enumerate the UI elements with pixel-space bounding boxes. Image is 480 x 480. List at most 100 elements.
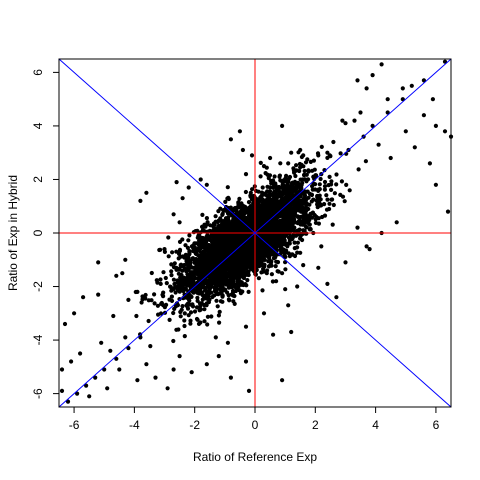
data-point [287,211,292,216]
data-point [225,238,230,244]
data-point [144,362,149,367]
data-point [329,179,334,184]
data-point [202,222,207,227]
data-point [203,279,208,284]
data-point [171,265,177,270]
data-point [267,224,272,229]
data-point [144,190,149,195]
data-point [199,250,204,255]
data-point [403,129,408,134]
data-point [310,187,315,192]
data-point [149,270,154,276]
data-point [262,257,267,262]
data-point [256,189,261,194]
data-point [286,303,291,308]
data-point [170,250,175,255]
data-point [216,253,221,258]
data-point [394,220,399,225]
data-point [246,200,252,205]
data-point [180,254,185,259]
data-point [220,294,225,299]
data-point [228,266,233,271]
data-point [207,250,212,256]
data-point [214,230,219,235]
data-point [242,233,247,238]
data-point [276,214,281,219]
data-point [273,237,278,242]
data-point [212,243,217,248]
data-point [177,220,182,225]
data-point [155,303,160,308]
data-point [171,212,176,217]
data-point [277,173,282,178]
data-point [216,313,221,318]
data-points [59,59,454,404]
data-point [165,386,170,391]
data-point [250,216,255,221]
data-point [325,155,330,160]
data-point [220,263,225,268]
data-point [231,236,236,242]
data-point [213,236,218,242]
data-point [427,161,432,166]
data-point [338,151,343,156]
data-point [261,241,266,246]
data-point [195,295,200,300]
data-point [265,268,270,273]
data-point [237,196,242,201]
y-tick-label: 4 [31,122,45,129]
data-point [260,288,265,293]
data-point [269,259,274,264]
data-point [331,202,336,208]
data-point [213,214,218,219]
data-point [331,139,336,145]
data-point [182,318,187,323]
data-point [238,231,243,236]
data-point [72,311,77,316]
data-point [182,323,187,329]
data-point [192,309,198,314]
data-point [237,288,242,293]
data-point [180,196,185,201]
data-point [237,129,242,134]
data-point [178,309,183,315]
data-point [188,310,194,315]
x-tick-label: -4 [129,418,140,432]
data-point [317,187,322,192]
data-point [243,324,249,329]
data-point [316,265,321,270]
data-point [96,292,101,297]
data-point [344,182,349,187]
data-point [235,234,240,239]
data-point [162,305,167,310]
data-point [189,370,194,375]
x-tick-label: 4 [372,418,379,432]
data-point [194,305,200,310]
data-point [182,311,187,316]
data-point [400,86,405,91]
data-point [214,298,219,303]
data-point [215,272,220,277]
data-point [78,351,83,356]
data-point [153,375,158,380]
data-point [268,203,273,208]
data-point [75,391,80,396]
data-point [270,279,275,284]
data-point [239,208,244,213]
data-point [114,356,119,361]
data-point [156,312,161,317]
data-point [230,224,235,229]
data-point [240,147,245,153]
data-point [226,251,231,256]
data-point [265,184,270,189]
data-point [93,375,98,380]
data-point [180,304,185,309]
data-point [297,161,302,167]
y-tick-label: -2 [31,281,45,292]
data-point [293,168,298,173]
data-point [209,231,214,236]
data-point [289,221,294,226]
data-point [120,271,125,276]
data-point [376,142,381,147]
data-point [123,335,128,340]
